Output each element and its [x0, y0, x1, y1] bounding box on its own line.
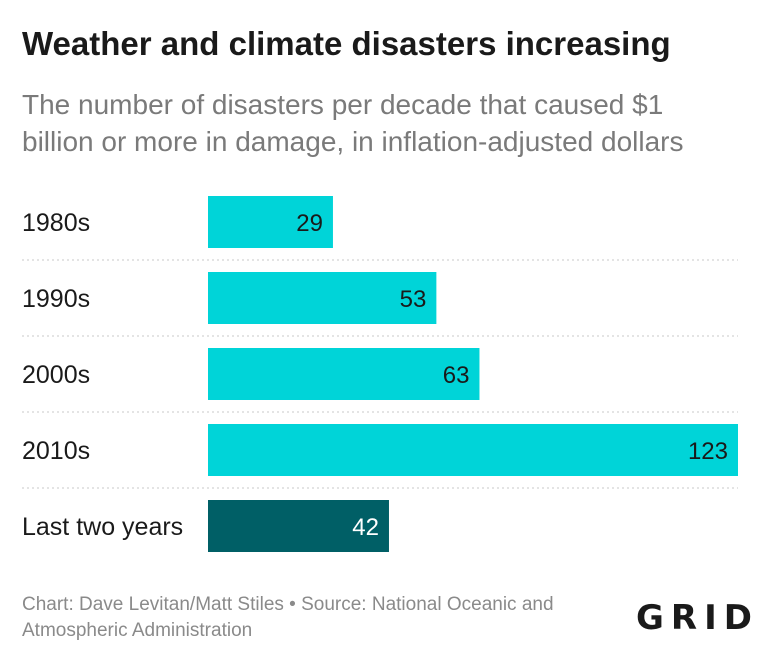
category-label: 2010s: [22, 437, 90, 465]
bar-value-label: 29: [296, 210, 323, 237]
chart-subtitle: The number of disasters per decade that …: [22, 89, 684, 157]
chart-title: Weather and climate disasters increasing: [22, 25, 671, 62]
category-label: Last two years: [22, 513, 183, 541]
bar-chart: 1980s 29 1990s 53 2000s 63 2010s 123 Last two ye…: [0, 180, 760, 570]
bar: [208, 424, 738, 476]
bar-chart-svg: 1980s 29 1990s 53 2000s 63 2010s 123 Last two ye…: [22, 196, 738, 552]
bar-value-label: 53: [400, 286, 427, 313]
bar: [208, 196, 333, 248]
bar: [208, 272, 437, 324]
category-label: 1990s: [22, 285, 90, 313]
bar-value-label: 63: [443, 362, 470, 389]
bar-value-label: 123: [688, 438, 728, 465]
category-label: 1980s: [22, 209, 90, 237]
category-label: 2000s: [22, 361, 90, 389]
bar: [208, 348, 480, 400]
bar: [208, 500, 389, 552]
grid-logo: GRID: [636, 598, 759, 638]
chart-credit: Chart: Dave Levitan/Matt Stiles • Source…: [22, 594, 554, 641]
bar-value-label: 42: [352, 514, 379, 541]
